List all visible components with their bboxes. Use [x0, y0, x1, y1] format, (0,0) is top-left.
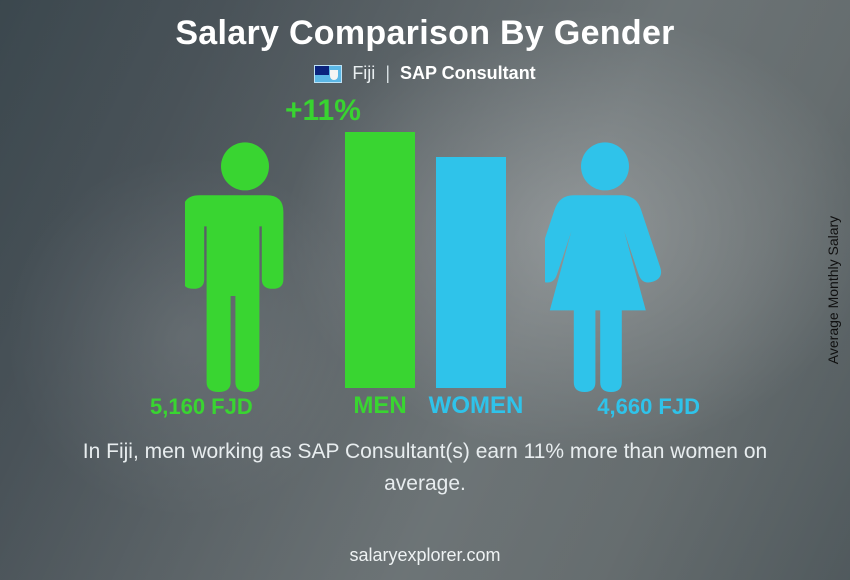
men-category-label: MEN: [345, 392, 415, 420]
subtitle-row: Fiji | SAP Consultant: [0, 63, 850, 84]
job-title-label: SAP Consultant: [400, 63, 536, 84]
women-category-label: WOMEN: [428, 392, 524, 420]
separator: |: [385, 63, 390, 84]
chart-axis-labels: 5,160 FJD MEN WOMEN 4,660 FJD: [0, 388, 850, 424]
gender-salary-chart: +11% 5,160 FJD MEN: [0, 94, 850, 424]
woman-silhouette-icon: [545, 140, 665, 392]
source-footer: salaryexplorer.com: [0, 545, 850, 566]
y-axis-label: Average Monthly Salary: [825, 216, 841, 364]
women-salary-value: 4,660 FJD: [597, 394, 700, 420]
fiji-flag-icon: [314, 65, 342, 83]
woman-icon: [545, 140, 665, 388]
page-title: Salary Comparison By Gender: [0, 0, 850, 53]
man-icon: [185, 140, 305, 388]
women-salary-bar: [436, 157, 506, 388]
men-salary-value: 5,160 FJD: [150, 394, 253, 420]
infographic-content: Salary Comparison By Gender Fiji | SAP C…: [0, 0, 850, 580]
percent-difference-label: +11%: [285, 94, 361, 128]
men-salary-bar: [345, 132, 415, 388]
man-silhouette-icon: [185, 140, 305, 392]
y-axis-label-wrap: Average Monthly Salary: [816, 0, 850, 580]
summary-caption: In Fiji, men working as SAP Consultant(s…: [0, 436, 850, 499]
country-label: Fiji: [352, 63, 375, 84]
